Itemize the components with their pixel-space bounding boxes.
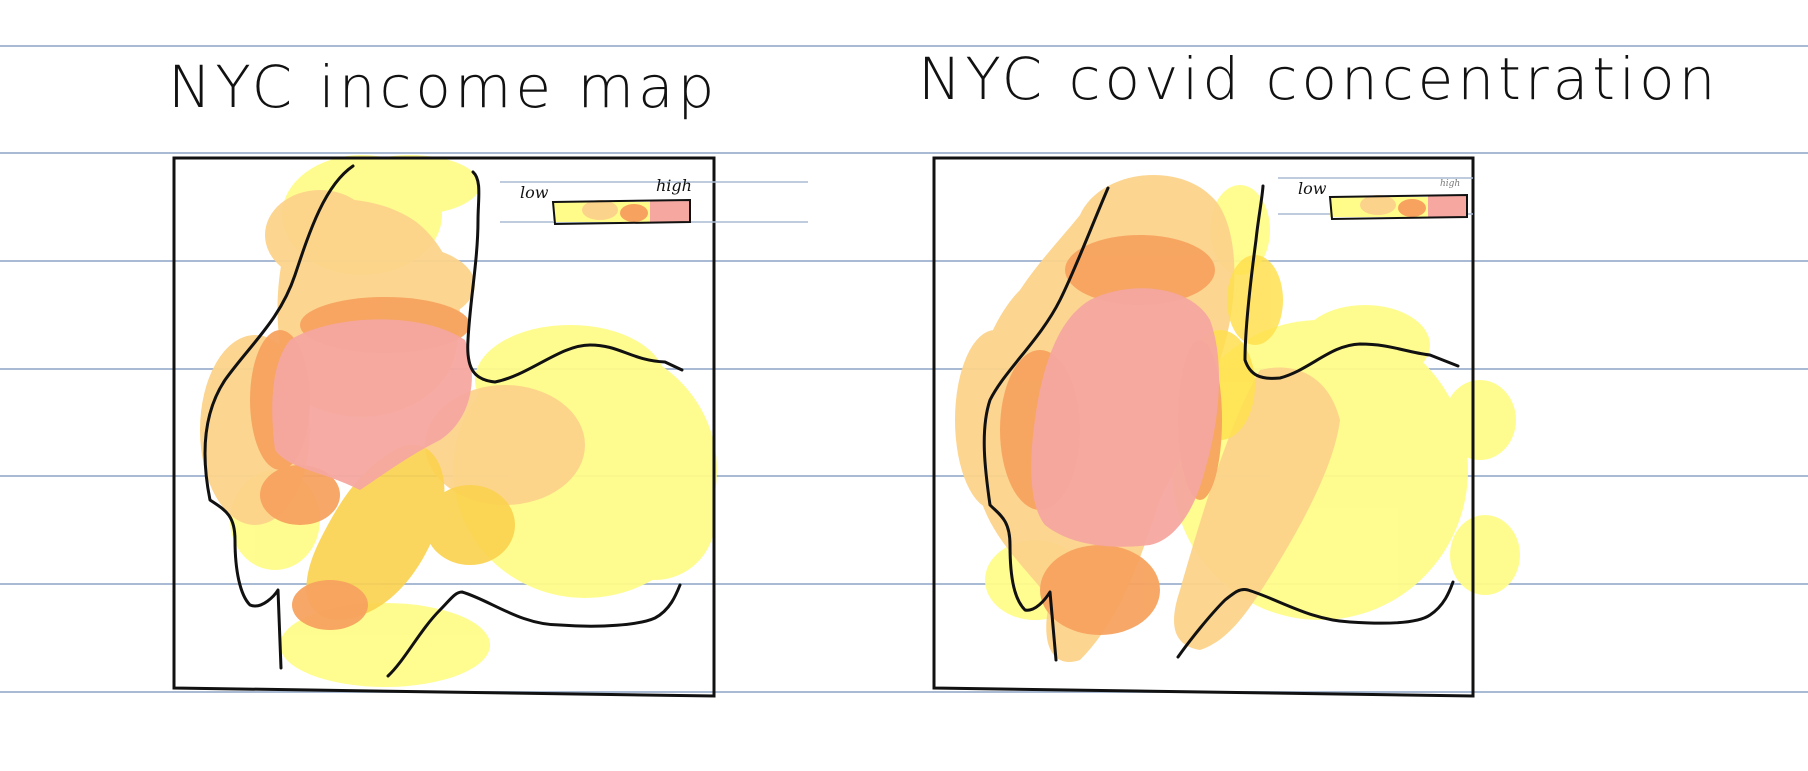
covid-high-region	[1031, 288, 1220, 547]
legend-swatch-high	[1428, 195, 1467, 217]
covid-coastlines	[982, 184, 1460, 662]
income-coastlines	[203, 164, 684, 678]
covid-map-title: NYC covid concentration	[918, 45, 1720, 113]
income-map: low high	[172, 155, 808, 698]
covid-legend: low high	[1278, 177, 1473, 221]
income-high-region	[272, 319, 472, 490]
legend-high-label: high	[656, 176, 692, 195]
income-legend: low high	[500, 176, 808, 226]
southern-coastline	[386, 583, 682, 678]
legend-border	[1328, 193, 1468, 221]
legend-low-label: low	[520, 183, 549, 202]
legend-swatch-upper	[1398, 199, 1426, 217]
legend-swatch-mid	[1360, 195, 1396, 215]
legend-low-label: low	[1298, 179, 1327, 198]
queens-coastline	[1243, 184, 1460, 380]
legend-border	[551, 198, 691, 226]
covid-map-frame	[932, 156, 1475, 698]
income-band	[306, 444, 515, 620]
income-map-title: NYC income map	[168, 53, 719, 121]
legend-swatch-upper	[620, 204, 648, 222]
queens-coastline	[466, 170, 684, 384]
legend-high-label: high	[1440, 179, 1460, 189]
manhattan-coastline	[203, 164, 355, 670]
covid-map: low high	[932, 156, 1520, 698]
southern-coastline	[1176, 580, 1455, 659]
income-map-frame	[172, 156, 716, 698]
legend-swatch-mid	[582, 200, 618, 220]
manhattan-coastline	[982, 186, 1110, 662]
legend-swatch-high	[650, 200, 690, 222]
